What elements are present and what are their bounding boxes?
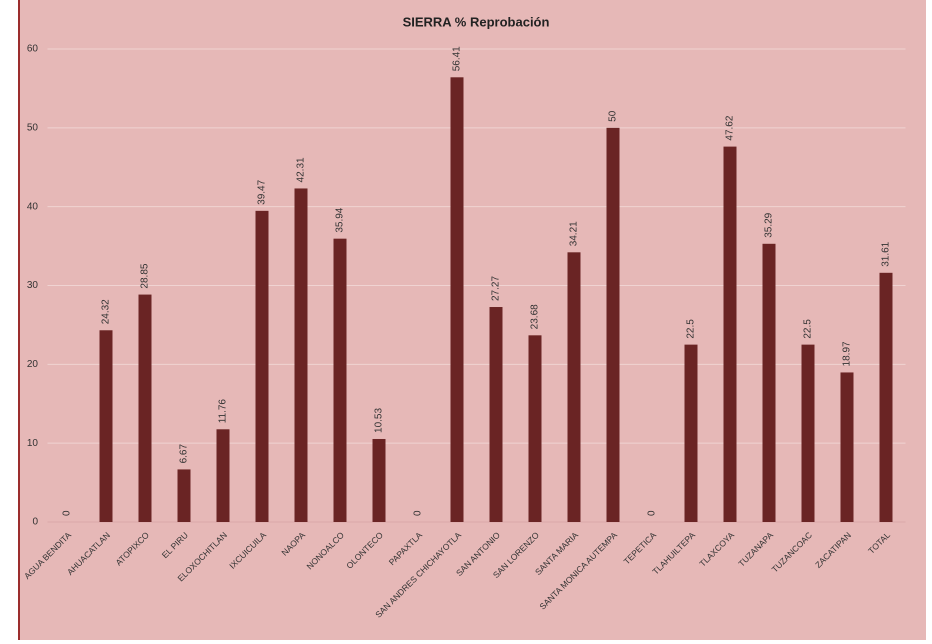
data-label: 23.68 xyxy=(530,304,541,329)
y-tick-label: 0 xyxy=(32,517,38,528)
data-label: 24.32 xyxy=(101,299,112,324)
bar xyxy=(216,429,230,522)
bar xyxy=(99,330,113,522)
bar xyxy=(879,272,893,522)
data-label: 28.85 xyxy=(140,263,151,288)
bar xyxy=(801,344,815,522)
bar xyxy=(294,188,308,522)
data-label: 31.61 xyxy=(881,241,892,266)
bar xyxy=(684,344,698,522)
data-label: 0 xyxy=(62,510,73,516)
y-tick-label: 60 xyxy=(27,44,39,55)
data-label: 6.67 xyxy=(179,444,190,464)
data-label: 50 xyxy=(608,110,619,122)
bar xyxy=(177,469,191,522)
bar xyxy=(567,252,581,523)
data-label: 56.41 xyxy=(452,46,463,71)
data-label: 47.62 xyxy=(725,115,736,140)
data-label: 11.76 xyxy=(218,399,229,424)
bar xyxy=(723,146,737,522)
bar xyxy=(528,335,542,522)
bar xyxy=(255,210,269,522)
y-tick-label: 40 xyxy=(27,201,39,212)
data-label: 22.5 xyxy=(803,319,814,339)
y-tick-label: 50 xyxy=(27,122,39,133)
y-tick-label: 10 xyxy=(27,438,39,449)
chart-title: SIERRA % Reprobación xyxy=(403,14,550,29)
bar xyxy=(840,372,854,522)
data-label: 35.29 xyxy=(764,212,775,237)
bar xyxy=(333,238,347,522)
bar xyxy=(489,307,503,522)
data-label: 22.5 xyxy=(686,319,697,339)
y-tick-label: 20 xyxy=(27,359,39,370)
bar xyxy=(372,438,386,522)
bar xyxy=(606,127,620,522)
data-label: 42.31 xyxy=(296,157,307,182)
y-tick-label: 30 xyxy=(27,280,39,291)
data-label: 27.27 xyxy=(491,276,502,301)
data-label: 0 xyxy=(647,510,658,516)
chart-background xyxy=(20,0,926,640)
bar xyxy=(762,243,776,522)
data-label: 34.21 xyxy=(569,221,580,246)
bar xyxy=(138,294,152,522)
data-label: 10.53 xyxy=(374,408,385,433)
data-label: 39.47 xyxy=(257,179,268,204)
bar xyxy=(450,77,464,522)
data-label: 18.97 xyxy=(842,341,853,366)
data-label: 35.94 xyxy=(335,207,346,232)
data-label: 0 xyxy=(413,510,424,516)
